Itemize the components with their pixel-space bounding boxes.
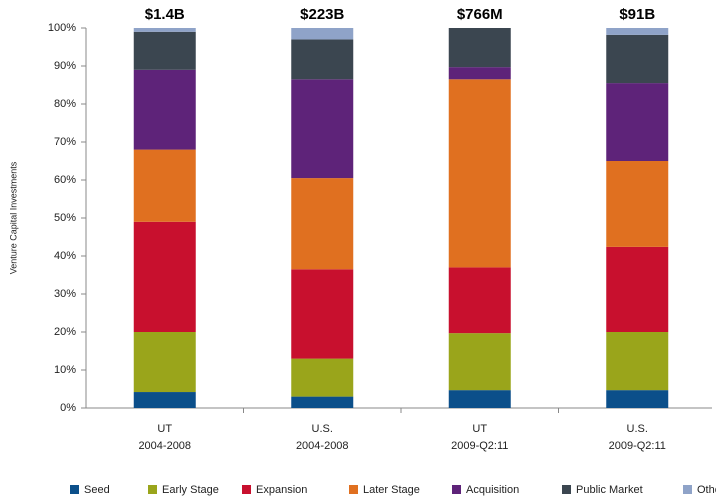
legend-swatch	[349, 485, 358, 494]
bar-segment	[291, 396, 354, 408]
y-tick-label: 100%	[48, 22, 76, 34]
x-tick-label: 2004-2008	[296, 440, 349, 452]
bar-segment	[606, 246, 669, 332]
y-tick-label: 90%	[54, 60, 76, 72]
y-tick-label: 10%	[54, 364, 76, 376]
y-tick-label: 60%	[54, 174, 76, 186]
legend-swatch	[70, 485, 79, 494]
y-tick-label: 40%	[54, 250, 76, 262]
total-label: $766M	[457, 6, 503, 23]
bar-segment	[291, 39, 354, 80]
bar-segment	[448, 67, 511, 80]
bar-segment	[606, 83, 669, 161]
bar-segment	[448, 390, 511, 408]
legend-swatch	[683, 485, 692, 494]
bar-segment	[448, 333, 511, 391]
x-tick-label: UT	[472, 423, 487, 435]
bar-segment	[606, 390, 669, 408]
bar-segment	[606, 332, 669, 391]
y-tick-label: 80%	[54, 98, 76, 110]
bar-segment	[606, 161, 669, 247]
y-tick-label: 20%	[54, 326, 76, 338]
total-label: $1.4B	[145, 6, 185, 23]
x-tick-label: UT	[157, 423, 172, 435]
legend-label: Early Stage	[162, 484, 219, 496]
legend-label: Seed	[84, 484, 110, 496]
bar-segment	[133, 149, 196, 222]
y-tick-label: 0%	[60, 402, 76, 414]
bar-segment	[291, 358, 354, 397]
legend-swatch	[562, 485, 571, 494]
x-tick-label: U.S.	[627, 423, 648, 435]
legend-label: Expansion	[256, 484, 307, 496]
x-tick-label: U.S.	[312, 423, 333, 435]
bar-segment	[448, 79, 511, 268]
bar-segment	[291, 269, 354, 359]
y-tick-label: 70%	[54, 136, 76, 148]
bar-segment	[606, 28, 669, 35]
bar-segment	[291, 79, 354, 179]
bar-segment	[448, 267, 511, 334]
bar-segment	[133, 69, 196, 150]
legend-swatch	[452, 485, 461, 494]
x-tick-label: 2009-Q2:11	[609, 440, 666, 452]
legend-label: Later Stage	[363, 484, 420, 496]
bar-segment	[291, 28, 354, 40]
legend-swatch	[148, 485, 157, 494]
legend-label: Public Market	[576, 484, 643, 496]
legend-label: Other	[697, 484, 716, 496]
bar-segment	[133, 221, 196, 332]
y-axis-label: Venture Capital Investments	[8, 161, 18, 274]
bar-segment	[291, 178, 354, 270]
bar-segment	[448, 28, 511, 68]
legend-label: Acquisition	[466, 484, 519, 496]
bar-segment	[133, 28, 196, 32]
bar-segment	[606, 34, 669, 84]
x-tick-label: 2004-2008	[138, 440, 191, 452]
y-tick-label: 30%	[54, 288, 76, 300]
bar-segment	[133, 392, 196, 408]
total-label: $91B	[619, 6, 655, 23]
bar-segment	[133, 332, 196, 393]
x-tick-label: 2009-Q2:11	[451, 440, 508, 452]
y-tick-label: 50%	[54, 212, 76, 224]
total-label: $223B	[300, 6, 344, 23]
bar-segment	[133, 31, 196, 70]
legend-swatch	[242, 485, 251, 494]
